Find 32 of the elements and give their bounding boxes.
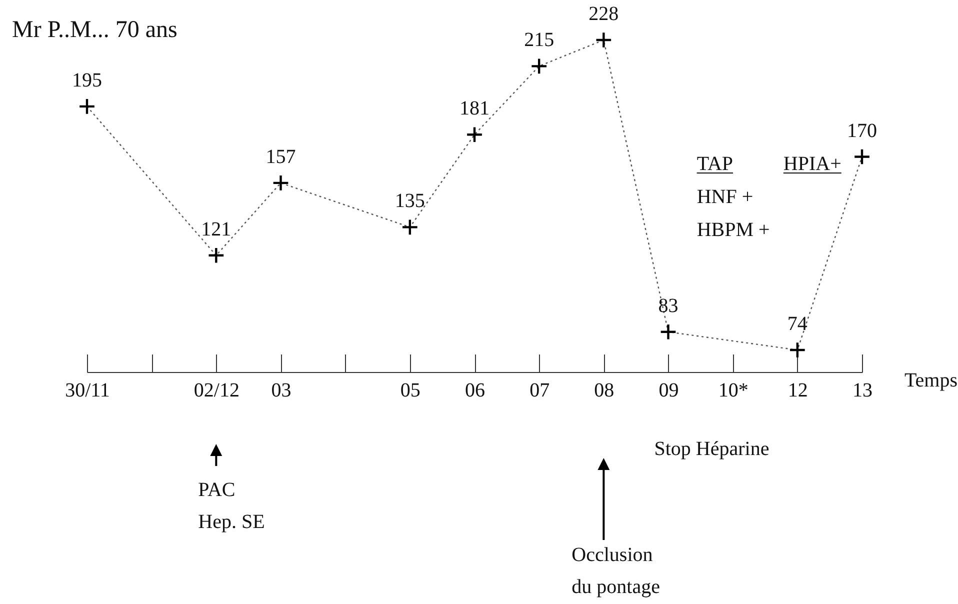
text: Stop Héparine: [654, 438, 770, 460]
annotation: HPIA+: [783, 153, 842, 175]
text: Occlusion: [572, 544, 653, 566]
x-tick-label: 02/12: [194, 380, 240, 402]
x-tick-label: 13: [852, 380, 872, 402]
data-label: 215: [524, 29, 554, 52]
text: PAC: [198, 479, 236, 501]
x-tick-label: 30/11: [65, 380, 110, 402]
annotation: HNF +: [696, 186, 754, 208]
text: Hep. SE: [198, 511, 265, 533]
data-label: 157: [266, 146, 296, 168]
x-tick-label: 12: [788, 380, 808, 402]
x-tick-label: 08: [594, 380, 614, 402]
x-tick-label: 07: [530, 380, 550, 402]
annotation: HBPM +: [696, 219, 770, 241]
data-label: 83: [658, 294, 678, 317]
x-tick-label: 10*: [718, 380, 748, 402]
text: du pontage: [572, 576, 660, 598]
chart-title: Mr P..M... 70 ans: [12, 17, 178, 43]
x-tick-label: 05: [400, 380, 420, 402]
x-tick-label: 03: [271, 380, 292, 402]
x-tick-label: 09: [658, 380, 679, 402]
data-label: 74: [787, 313, 808, 335]
data-label: 195: [72, 69, 102, 92]
data-label: 228: [588, 3, 619, 25]
x-tick-label: 06: [465, 380, 485, 402]
data-label: 121: [201, 218, 232, 240]
data-label: 181: [460, 98, 490, 120]
data-label: 135: [394, 190, 425, 212]
x-axis-title: Temps: [904, 370, 958, 392]
annotation: TAP: [696, 153, 734, 175]
data-label: 170: [847, 120, 877, 142]
